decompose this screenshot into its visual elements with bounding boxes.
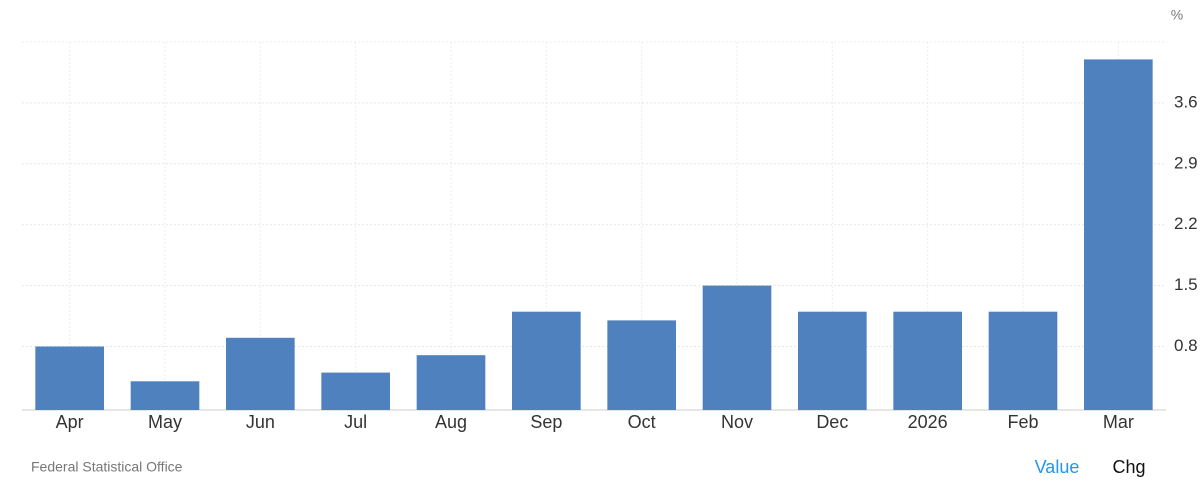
bar: [512, 311, 581, 410]
y-tick-label: 3.6: [1174, 92, 1198, 111]
bar: [798, 311, 867, 410]
y-tick-label: 2.9: [1174, 153, 1198, 172]
source: Federal Statistical Office: [31, 459, 183, 475]
y-tick-label: 0.8: [1174, 336, 1198, 355]
x-tick-label: Jun: [246, 412, 275, 432]
unit-label: %: [1171, 7, 1183, 23]
x-tick-label: Apr: [56, 412, 84, 432]
x-tick-label: 2026: [908, 412, 948, 432]
y-tick-label: 1.5: [1174, 275, 1198, 294]
value-toggle[interactable]: Value: [1035, 457, 1080, 477]
x-tick-label: Oct: [628, 412, 656, 432]
bar: [893, 311, 962, 410]
bar: [226, 337, 295, 410]
x-tick-label: Jul: [344, 412, 367, 432]
bar: [130, 381, 200, 410]
x-tick-label: Feb: [1007, 412, 1038, 432]
x-tick-label: Aug: [435, 412, 467, 432]
bar: [1084, 59, 1153, 410]
bar: [35, 346, 104, 410]
x-tick-label: Dec: [816, 412, 848, 432]
bar: [702, 285, 772, 410]
chg-toggle[interactable]: Chg: [1112, 457, 1145, 477]
x-tick-label: Mar: [1103, 412, 1134, 432]
bar: [988, 311, 1058, 410]
bar: [607, 320, 676, 410]
y-tick-label: 2.2: [1174, 214, 1198, 233]
x-tick-label: May: [148, 412, 182, 432]
x-tick-label: Nov: [721, 412, 753, 432]
bar: [416, 355, 486, 410]
bar: [321, 372, 390, 410]
x-tick-label: Sep: [530, 412, 562, 432]
